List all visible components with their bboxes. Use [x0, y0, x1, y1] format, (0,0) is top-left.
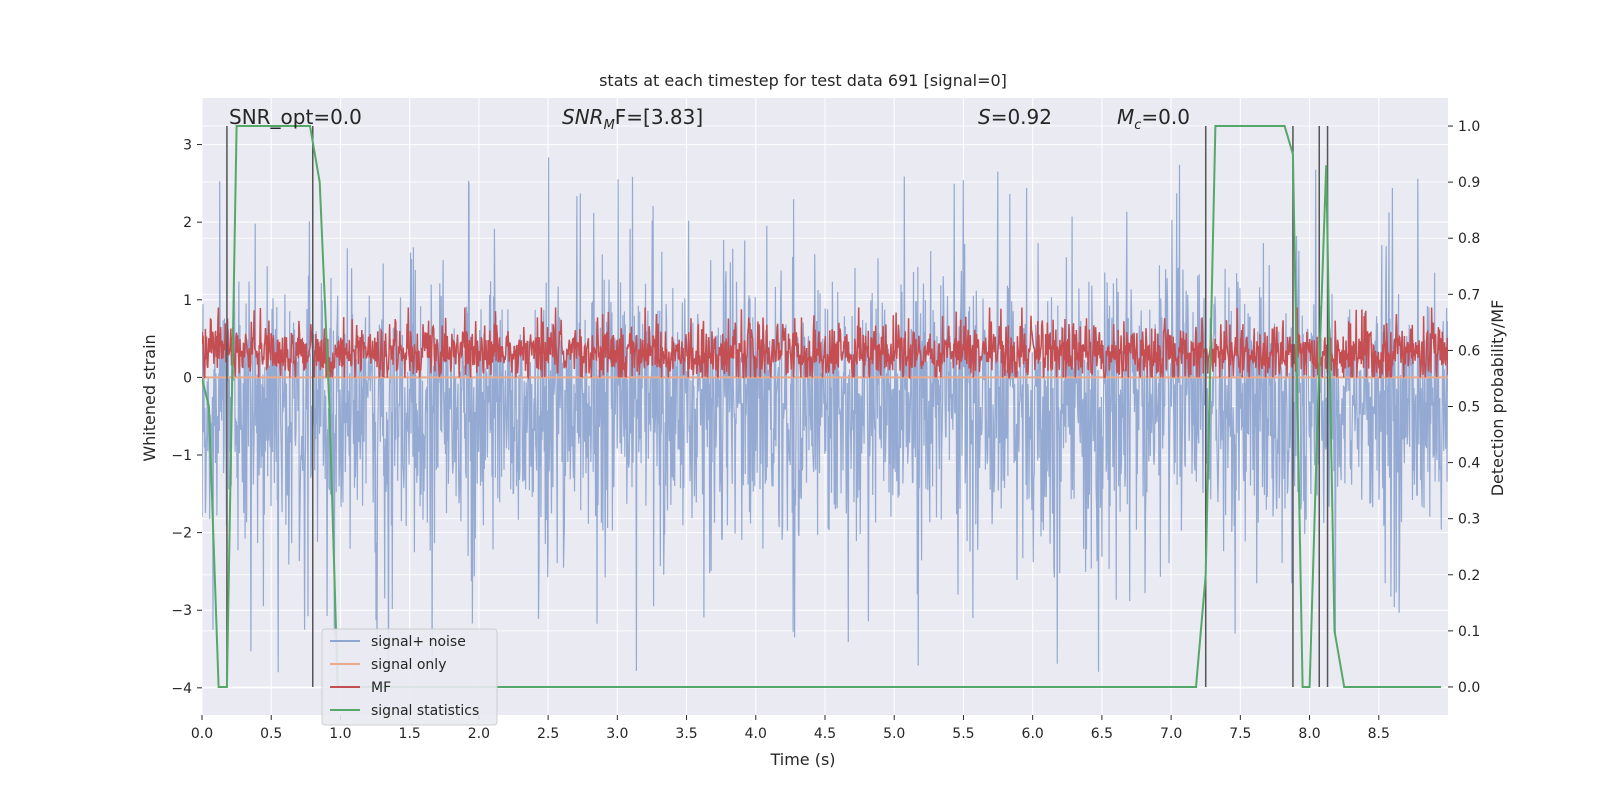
annotation-snr-mf: SNRMF=[3.83]	[562, 105, 703, 133]
x-tick-label: 4.0	[745, 726, 767, 742]
x-tick-label: 7.5	[1229, 726, 1251, 742]
y-tick-label: 2	[183, 215, 192, 231]
legend-box	[321, 628, 498, 726]
x-tick-label: 8.5	[1368, 726, 1390, 742]
y-right-tick-label: 1.0	[1458, 119, 1480, 135]
y-tick-label: −4	[171, 681, 192, 697]
y-right-tick-label: 0.7	[1458, 287, 1480, 303]
x-tick-label: 6.5	[1091, 726, 1113, 742]
x-tick-label: 7.0	[1160, 726, 1182, 742]
y-right-tick-label: 0.9	[1458, 175, 1480, 191]
x-tick-label: 4.5	[814, 726, 836, 742]
y-axis-label: Whitened strain	[140, 334, 159, 461]
x-tick-label: 2.0	[468, 726, 490, 742]
y-right-tick-label: 0.8	[1458, 231, 1480, 247]
annotation-snr-opt: SNR_opt=0.0	[229, 105, 362, 129]
y-tick-label: −2	[171, 526, 192, 542]
annotation-snr-mf-value: F=[3.83]	[615, 105, 703, 129]
annotation-s-symbol: S	[978, 105, 991, 129]
annotation-snr-mf-symbol: SNR	[562, 105, 604, 129]
x-axis-label: Time (s)	[769, 750, 835, 769]
y-right-tick-label: 0.0	[1458, 680, 1480, 696]
y-right-tick-label: 0.4	[1458, 456, 1480, 472]
y-tick-label: −3	[171, 603, 192, 619]
y-right-tick-label: 0.1	[1458, 624, 1480, 640]
y-right-tick-label: 0.6	[1458, 343, 1480, 359]
y-right-axis-label: Detection probability/MF	[1488, 300, 1507, 497]
y-tick-label: 3	[183, 138, 192, 154]
y-tick-label: 0	[183, 370, 192, 386]
vertical-markers	[226, 126, 1329, 687]
annotation-s-value: =0.92	[991, 105, 1052, 129]
x-tick-label: 2.5	[537, 726, 559, 742]
x-tick-label: 3.0	[606, 726, 628, 742]
y-tick-label: 1	[183, 293, 192, 309]
legend-label-signal-statistics: signal statistics	[371, 703, 479, 719]
series-mf	[202, 307, 1448, 381]
annotation-mc-value: =0.0	[1141, 105, 1190, 129]
y-right-tick-label: 0.5	[1458, 400, 1480, 416]
x-tick-label: 0.5	[260, 726, 282, 742]
axes: 0.0 0.5 1.0 1.5 2.0 2.5 3.0 3.5 4.0 4.5 5.0 5.5 6.0 6…	[171, 119, 1480, 742]
legend-label-mf: MF	[371, 680, 391, 696]
y-right-tick-label: 0.2	[1458, 568, 1480, 584]
x-tick-label: 6.0	[1022, 726, 1044, 742]
x-tick-label: 1.0	[329, 726, 351, 742]
x-tick-label: 8.0	[1298, 726, 1320, 742]
series-line-mf	[202, 307, 1448, 381]
series-signal-noise	[202, 157, 1448, 673]
annotation-mc-subscript: c	[1134, 118, 1141, 133]
x-tick-label: 5.5	[952, 726, 974, 742]
chart-title: stats at each timestep for test data 691…	[599, 71, 1007, 90]
y-right-tick-label: 0.3	[1458, 512, 1480, 528]
legend: signal+ noise signal only MF signal stat…	[321, 628, 498, 726]
x-tick-label: 3.5	[675, 726, 697, 742]
series-line-signal-statistics	[202, 125, 1442, 688]
annotation-snr-mf-subscript: M	[604, 118, 615, 133]
legend-label-signal-noise: signal+ noise	[371, 634, 466, 650]
annotation-s: S=0.92	[978, 105, 1052, 129]
x-tick-label: 5.0	[883, 726, 905, 742]
annotation-mc-symbol: M	[1117, 105, 1134, 129]
annotation-mc: Mc=0.0	[1117, 105, 1190, 133]
x-tick-label: 0.0	[191, 726, 213, 742]
series-signal-statistics	[202, 125, 1442, 688]
x-tick-label: 1.5	[399, 726, 421, 742]
y-tick-label: −1	[171, 448, 192, 464]
legend-label-signal-only: signal only	[371, 657, 446, 673]
series-line-signal-noise	[202, 157, 1448, 673]
